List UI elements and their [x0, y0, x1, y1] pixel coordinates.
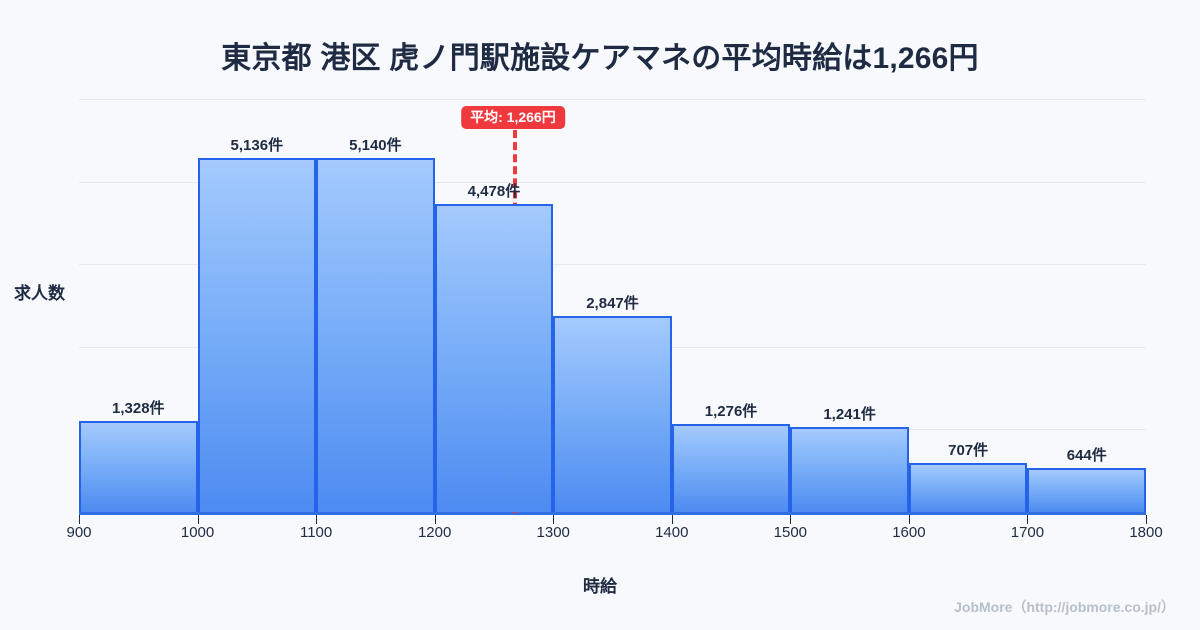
x-axis-tick-label: 1600 [892, 524, 926, 541]
chart-title: 東京都 港区 虎ノ門駅施設ケアマネの平均時給は1,266円 [221, 42, 979, 75]
x-axis-tick [1146, 515, 1147, 524]
x-axis-tick-label: 1300 [536, 524, 570, 541]
x-axis-tick [1027, 515, 1028, 524]
x-axis-tick-label: 1100 [299, 524, 333, 541]
bar-value-label: 644件 [1066, 446, 1107, 464]
x-axis-tick [790, 515, 791, 524]
x-axis-title: 時給 [583, 577, 617, 596]
gridline [79, 182, 1146, 183]
bar-value-label: 2,847件 [586, 295, 639, 313]
bar[interactable] [908, 463, 1028, 512]
x-axis-tick-label: 1400 [655, 524, 689, 541]
gridline [79, 264, 1146, 265]
bar-value-label: 1,241件 [823, 405, 876, 423]
bar-value-label: 5,136件 [230, 137, 284, 155]
bar-value-label: 1,276件 [704, 403, 758, 421]
x-axis-tick [198, 515, 199, 524]
x-axis-tick-label: 1000 [180, 524, 215, 541]
x-axis-line [79, 512, 1146, 515]
x-axis-tick [435, 515, 436, 524]
bar[interactable] [553, 316, 672, 512]
x-axis-tick-label: 1500 [773, 524, 808, 541]
bar-value-label: 4,478件 [467, 182, 521, 200]
x-axis-tick-label: 900 [66, 524, 92, 541]
bar[interactable] [79, 420, 198, 512]
bar-value-label: 1,328件 [112, 399, 165, 417]
gridline [79, 99, 1146, 100]
x-axis-tick [316, 515, 317, 524]
y-axis-title: 求人数 [14, 284, 65, 303]
x-axis-tick-label: 1700 [1010, 524, 1045, 541]
x-axis-tick [553, 515, 554, 524]
x-axis-tick-label: 1800 [1129, 524, 1163, 541]
x-axis-tick [79, 515, 80, 524]
x-axis-tick-label: 1200 [417, 524, 452, 541]
bar[interactable] [197, 158, 317, 512]
x-axis-tick [672, 515, 673, 524]
bar[interactable] [1027, 467, 1146, 512]
x-axis-tick [909, 515, 910, 524]
mean-badge: 平均: 1,266円 [461, 106, 565, 129]
watermark: JobMore（http://jobmore.co.jp/） [954, 599, 1175, 615]
bar-value-label: 707件 [948, 442, 989, 460]
bar[interactable] [671, 424, 791, 512]
bar[interactable] [790, 426, 909, 512]
bar-value-label: 5,140件 [349, 137, 402, 155]
bar[interactable] [316, 158, 435, 512]
bar[interactable] [434, 203, 554, 512]
